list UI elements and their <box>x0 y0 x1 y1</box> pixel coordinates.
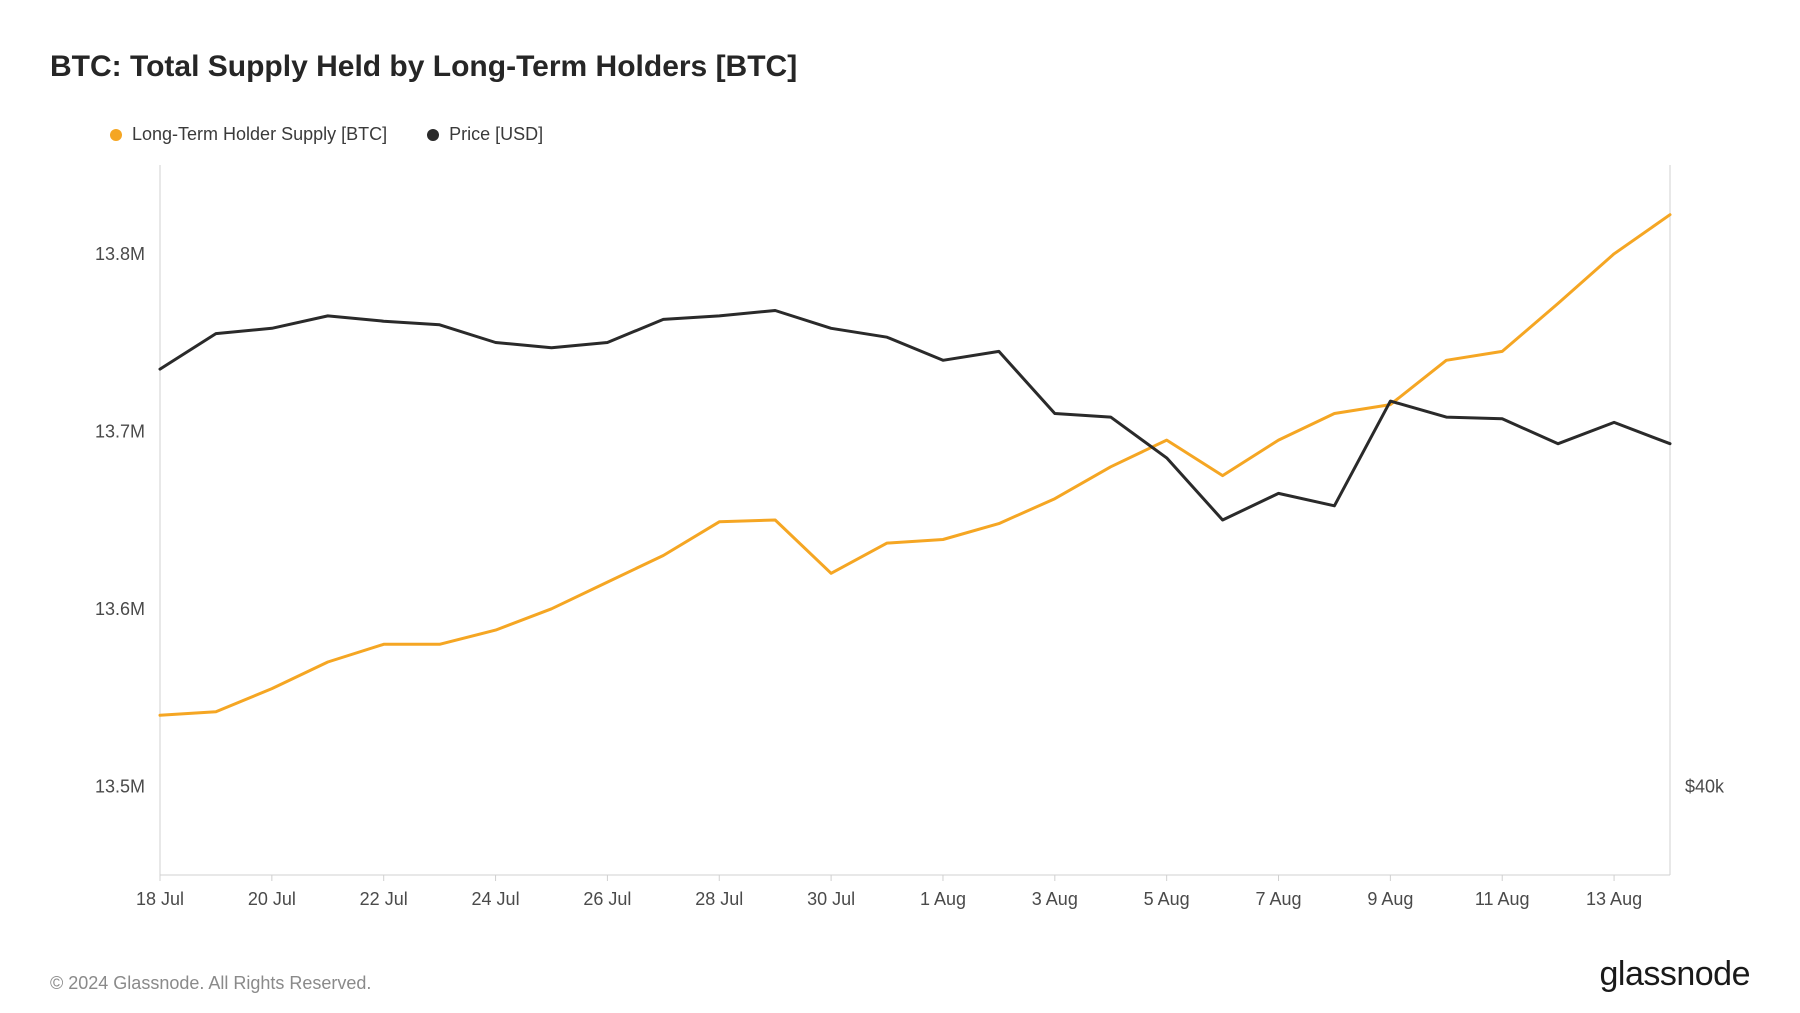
svg-text:18 Jul: 18 Jul <box>136 889 184 909</box>
chart-svg: 13.5M 13.6M 13.7M 13.8M $40k 18 Jul 20 Jul 22 J… <box>50 155 1750 925</box>
svg-text:13.7M: 13.7M <box>95 421 145 441</box>
legend-item-supply: Long-Term Holder Supply [BTC] <box>110 124 387 145</box>
svg-text:22 Jul: 22 Jul <box>360 889 408 909</box>
legend-label-price: Price [USD] <box>449 124 543 145</box>
svg-text:1 Aug: 1 Aug <box>920 889 966 909</box>
svg-text:5 Aug: 5 Aug <box>1144 889 1190 909</box>
svg-text:13.6M: 13.6M <box>95 599 145 619</box>
svg-text:$40k: $40k <box>1685 776 1725 796</box>
svg-text:11 Aug: 11 Aug <box>1475 889 1530 909</box>
svg-text:7 Aug: 7 Aug <box>1255 889 1301 909</box>
svg-text:3 Aug: 3 Aug <box>1032 889 1078 909</box>
legend: Long-Term Holder Supply [BTC] Price [USD… <box>110 124 1750 145</box>
legend-label-supply: Long-Term Holder Supply [BTC] <box>132 124 387 145</box>
legend-item-price: Price [USD] <box>427 124 543 145</box>
svg-text:13.8M: 13.8M <box>95 244 145 264</box>
legend-dot-supply <box>110 129 122 141</box>
svg-text:13 Aug: 13 Aug <box>1586 889 1642 909</box>
chart-title: BTC: Total Supply Held by Long-Term Hold… <box>50 50 1750 84</box>
svg-text:24 Jul: 24 Jul <box>472 889 520 909</box>
copyright-text: © 2024 Glassnode. All Rights Reserved. <box>50 973 371 994</box>
svg-text:30 Jul: 30 Jul <box>807 889 855 909</box>
svg-text:28 Jul: 28 Jul <box>695 889 743 909</box>
chart-container: BTC: Total Supply Held by Long-Term Hold… <box>0 0 1800 1013</box>
legend-dot-price <box>427 129 439 141</box>
svg-text:20 Jul: 20 Jul <box>248 889 296 909</box>
svg-text:9 Aug: 9 Aug <box>1367 889 1413 909</box>
footer: © 2024 Glassnode. All Rights Reserved. g… <box>50 955 1750 994</box>
svg-text:26 Jul: 26 Jul <box>583 889 631 909</box>
brand-logo: glassnode <box>1599 955 1750 994</box>
chart-plot-area: 13.5M 13.6M 13.7M 13.8M $40k 18 Jul 20 Jul 22 J… <box>50 155 1750 925</box>
svg-text:13.5M: 13.5M <box>95 776 145 796</box>
